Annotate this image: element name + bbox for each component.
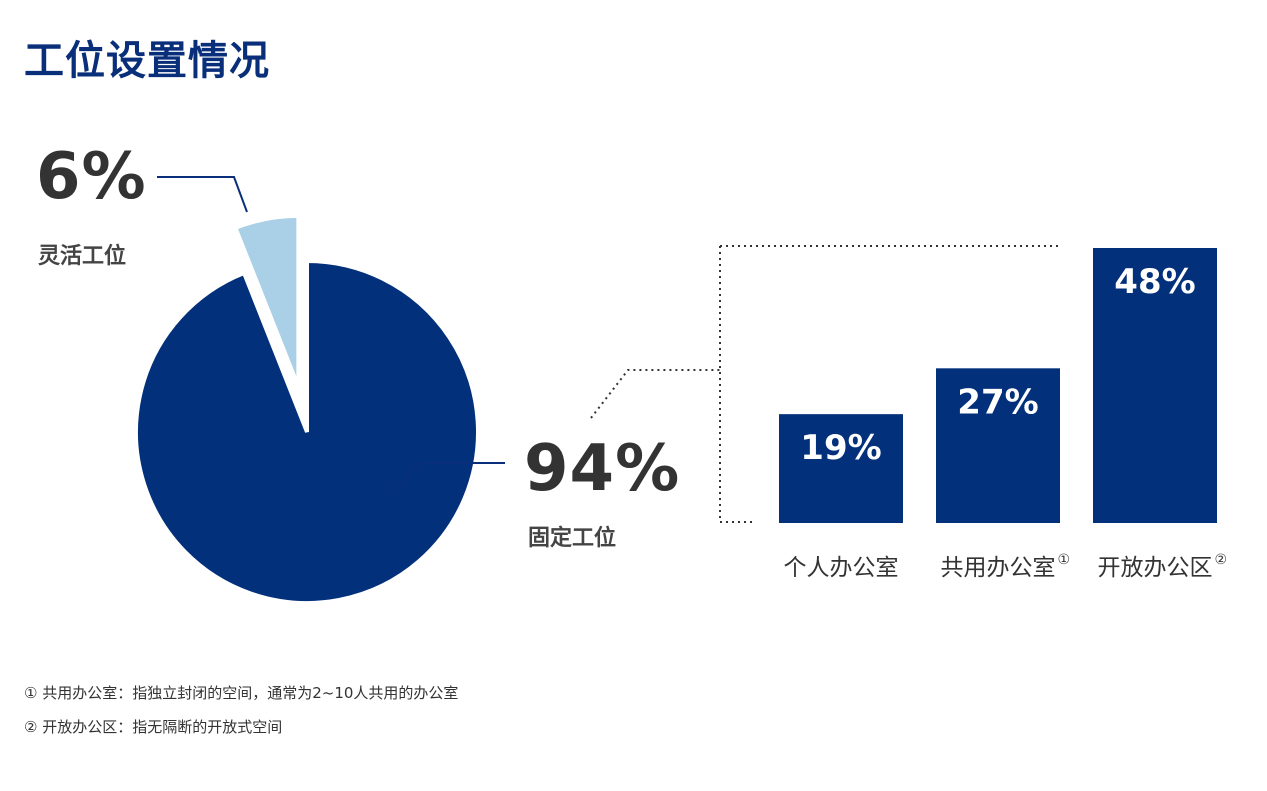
flexible-category-label: 灵活工位 <box>38 244 127 269</box>
leader-lines <box>157 176 1062 523</box>
footnotes: ① 共用办公室：指独立封闭的空间，通常为2~10人共用的办公室 ② 开放办公区：… <box>24 676 458 744</box>
category-label-3: 开放办公区 <box>1098 555 1213 581</box>
page-title: 工位设置情况 <box>24 38 270 84</box>
bar-value-label-2: 27% <box>957 382 1038 422</box>
footnote-2: ② 开放办公区：指无隔断的开放式空间 <box>24 718 283 736</box>
pie-chart <box>134 213 480 605</box>
flexible-leader-line <box>157 176 248 213</box>
category-footnote-mark-3: ② <box>1215 552 1228 568</box>
fixed-category-label: 固定工位 <box>528 526 617 551</box>
category-label-2: 共用办公室 <box>941 555 1056 581</box>
category-label-1: 个人办公室 <box>784 555 899 581</box>
category-footnote-mark-2: ① <box>1058 552 1071 568</box>
bar-3 <box>1093 248 1217 523</box>
bar-chart: 19% 个人办公室 27% 共用办公室 ① 48% 开放办公区 ② <box>779 248 1227 581</box>
bar-2 <box>936 368 1060 523</box>
pie-slice-flexible <box>232 213 301 388</box>
connector-dotted-line <box>590 369 720 419</box>
bar-value-label-1: 19% <box>800 428 881 468</box>
pie-slice-fixed <box>134 258 480 605</box>
bar-1 <box>779 414 903 523</box>
footnote-1: ① 共用办公室：指独立封闭的空间，通常为2~10人共用的办公室 <box>24 684 459 702</box>
flexible-percent-label: 6% <box>36 140 147 214</box>
fixed-leader-line <box>394 462 505 491</box>
fixed-percent-label: 94% <box>524 432 681 506</box>
bar-value-label-3: 48% <box>1114 262 1195 302</box>
